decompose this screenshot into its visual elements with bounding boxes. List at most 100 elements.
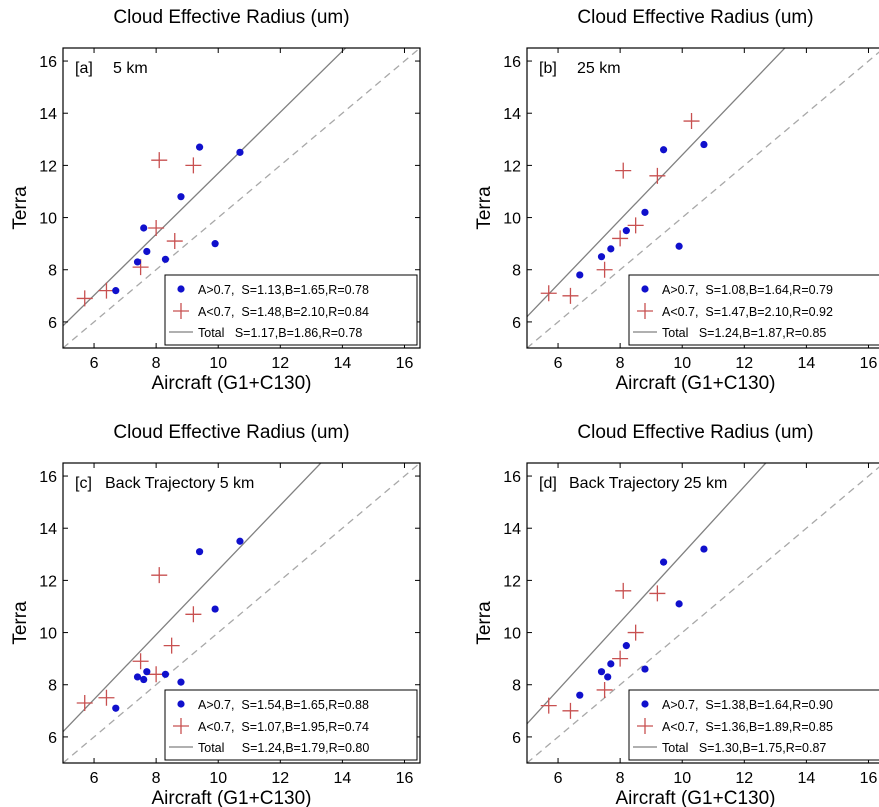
x-tick-label: 12: [735, 355, 753, 372]
legend-entry-label: Total S=1.30,B=1.75,R=0.87: [662, 741, 826, 755]
plus-marker: [683, 113, 700, 130]
one-to-one-dashed-line: [527, 51, 879, 348]
dot-marker: [143, 247, 151, 256]
legend-entry-label: A>0.7, S=1.38,B=1.64,R=0.90: [662, 698, 833, 712]
dot-marker: [143, 668, 151, 676]
legend-box: [628, 274, 879, 346]
x-tick-label: 12: [271, 770, 289, 787]
x-tick-label: 12: [271, 355, 289, 372]
legend-plus-marker: [637, 303, 653, 319]
panel-label: [c]: [75, 475, 92, 492]
legend: A>0.7, S=1.08,B=1.64,R=0.79 A<0.7, S=1.47…: [628, 274, 879, 346]
y-tick-label: 8: [48, 678, 57, 695]
fit-solid-line: [63, 463, 322, 733]
plus-marker: [596, 681, 613, 698]
plus-marker: [540, 697, 557, 714]
legend: A>0.7, S=1.54,B=1.65,R=0.88 A<0.7, S=1.07…: [164, 689, 418, 761]
dot-marker: [576, 691, 584, 699]
y-tick-label: 10: [503, 211, 521, 228]
y-axis-label: Terra: [474, 601, 495, 645]
x-tick-label: 6: [554, 355, 563, 372]
x-tick-label: 10: [209, 355, 227, 372]
fit-solid-line: [527, 48, 786, 318]
plus-marker: [98, 282, 115, 299]
dot-marker: [211, 240, 219, 248]
x-tick-label: 8: [616, 770, 625, 787]
y-tick-label: 8: [512, 263, 521, 280]
dot-marker: [604, 673, 612, 681]
legend-entry-label: A>0.7, S=1.08,B=1.64,R=0.79: [662, 283, 833, 297]
dot-marker: [607, 245, 615, 253]
y-tick-label: 8: [512, 678, 521, 695]
dot-marker: [140, 675, 148, 684]
x-tick-label: 10: [673, 355, 691, 372]
legend-box: [628, 689, 879, 761]
y-axis-label: Terra: [474, 186, 495, 230]
legend-plus-marker: [637, 718, 653, 734]
plus-marker: [562, 287, 579, 304]
chart-title: Cloud Effective Radius (um): [113, 7, 349, 28]
plus-marker: [627, 624, 644, 641]
x-tick-label: 10: [209, 770, 227, 787]
legend-dot-marker: [641, 700, 649, 708]
x-tick-label: 12: [735, 770, 753, 787]
dot-marker: [597, 668, 606, 676]
plus-marker: [185, 157, 202, 174]
dot-marker: [112, 704, 120, 712]
x-axis-label: Aircraft (G1+C130): [152, 373, 312, 394]
plus-marker: [596, 261, 613, 278]
chart-title: Cloud Effective Radius (um): [577, 7, 813, 28]
y-tick-label: 10: [39, 626, 57, 643]
legend-entry-label: A<0.7, S=1.47,B=2.10,R=0.92: [662, 305, 833, 319]
y-tick-label: 12: [39, 573, 57, 590]
x-tick-label: 6: [554, 770, 563, 787]
plus-marker: [615, 582, 632, 599]
panel-subtitle: 5 km: [113, 60, 148, 77]
legend-entry-label: A<0.7, S=1.07,B=1.95,R=0.74: [198, 720, 369, 734]
legend-entry-label: A<0.7, S=1.48,B=2.10,R=0.84: [198, 305, 369, 319]
dot-marker: [236, 148, 244, 156]
plus-marker: [185, 606, 202, 623]
dot-marker: [133, 258, 142, 266]
y-tick-label: 14: [39, 106, 57, 123]
plot-lines: [63, 463, 420, 763]
panel-label: [d]: [539, 475, 557, 492]
legend-entry-label: Total S=1.17,B=1.86,R=0.78: [198, 326, 362, 340]
dot-marker: [659, 146, 668, 154]
plus-marker: [649, 585, 666, 602]
x-axis-label: Aircraft (G1+C130): [616, 373, 776, 394]
panel-a: Cloud Effective Radius (um) 6 8 10 12 14 16 6 8 1…: [10, 7, 421, 394]
legend-dot-marker: [177, 285, 185, 293]
x-tick-label: 6: [90, 770, 99, 787]
y-tick-label: 6: [48, 730, 57, 747]
y-axis-label: Terra: [10, 186, 31, 230]
dot-marker: [177, 678, 185, 686]
plus-marker: [76, 695, 93, 711]
y-tick-label: 16: [503, 469, 521, 486]
dot-marker: [161, 255, 170, 263]
dot-marker: [622, 227, 630, 235]
dot-marker: [112, 287, 120, 295]
dot-markers: [112, 143, 244, 295]
y-tick-label: 12: [39, 158, 57, 175]
x-tick-label: 14: [333, 355, 351, 372]
panel-subtitle: 25 km: [577, 60, 621, 77]
axes-frame: [526, 47, 879, 349]
y-tick-label: 10: [503, 626, 521, 643]
panel-b: Cloud Effective Radius (um) 6 8 10 12 14 16 6 8 1…: [474, 7, 879, 394]
plus-marker: [151, 152, 168, 169]
plot-lines: [527, 48, 879, 348]
panel-c: Cloud Effective Radius (um) 6 8 10 12 14 16 6 8 1…: [10, 422, 421, 807]
chart-title: Cloud Effective Radius (um): [577, 422, 813, 443]
dot-marker: [597, 253, 606, 261]
x-axis-label: Aircraft (G1+C130): [616, 788, 776, 807]
panel-label: [a]: [75, 60, 93, 77]
plus-marker: [163, 637, 180, 654]
dot-marker: [177, 193, 185, 201]
y-axis-label: Terra: [10, 601, 31, 645]
panel-d: Cloud Effective Radius (um) 6 8 10 12 14 16 6 8 1…: [474, 422, 879, 807]
panel-label: [b]: [539, 60, 557, 77]
y-tick-label: 6: [512, 315, 521, 332]
x-tick-label: 16: [396, 770, 414, 787]
dot-marker: [211, 605, 219, 613]
